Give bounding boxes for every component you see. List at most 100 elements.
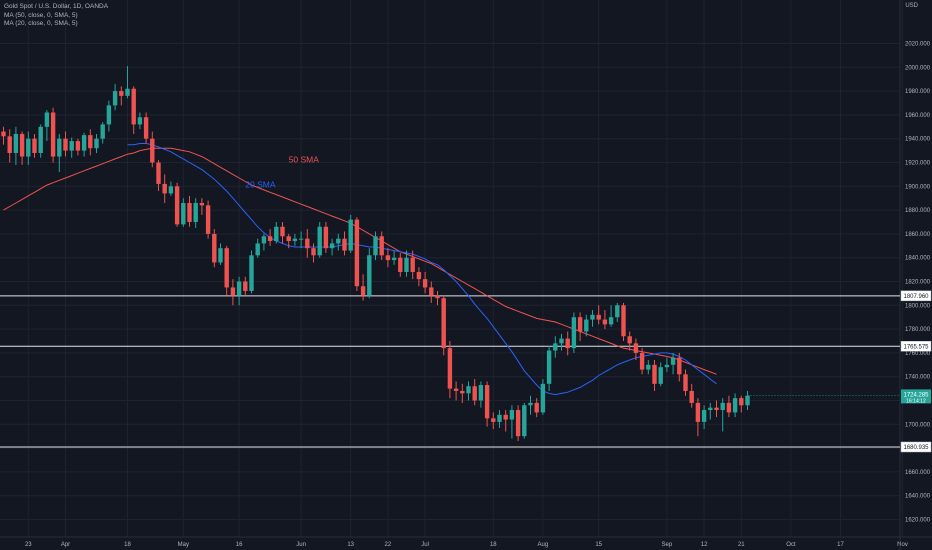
candle-body <box>354 219 360 287</box>
candle-body <box>726 402 732 413</box>
candle-body <box>522 405 527 437</box>
candle-body <box>596 314 601 320</box>
candle-body <box>503 414 508 420</box>
candle-body <box>441 298 446 349</box>
candle-body <box>571 317 577 349</box>
candle-body <box>336 238 341 244</box>
candle-body <box>292 238 298 242</box>
candle-body <box>478 385 484 401</box>
y-tick-label: 1740.000 <box>905 375 931 381</box>
candle-body <box>553 343 558 351</box>
candle-body <box>57 138 62 157</box>
candle-body <box>342 238 347 251</box>
x-tick-label: 23 <box>25 542 32 548</box>
candle-body <box>137 117 143 125</box>
candle-body <box>683 374 688 391</box>
candle-body <box>311 248 316 256</box>
candle-body <box>484 385 490 419</box>
candle-body <box>13 133 19 153</box>
candle-body <box>670 357 676 365</box>
candle-body <box>112 91 118 106</box>
ma-annotation: 20 SMA <box>245 179 276 189</box>
candle-body <box>212 233 217 263</box>
candle-body <box>255 243 260 256</box>
candle-body <box>429 287 434 296</box>
candle-body <box>472 386 477 401</box>
x-tick-label: Apr <box>61 542 70 548</box>
y-tick-label: 1920.000 <box>905 161 931 167</box>
x-tick-label: 21 <box>738 542 745 548</box>
candle-body <box>243 281 248 292</box>
y-tick-label: 1800.000 <box>905 303 931 309</box>
candle-body <box>410 257 415 272</box>
current-price-label: 1724.285 <box>903 392 929 398</box>
candle-body <box>404 257 409 272</box>
level-price-tag <box>900 290 932 302</box>
ma20-line <box>127 143 717 396</box>
candle-body <box>714 407 719 411</box>
candle-body <box>590 314 595 320</box>
candle-body <box>664 364 670 368</box>
candle-body <box>360 286 366 296</box>
candle-body <box>168 186 174 194</box>
y-tick-label: 2020.000 <box>905 42 931 48</box>
candle-body <box>193 202 198 222</box>
candle-body <box>249 255 254 292</box>
candle-body <box>329 243 335 249</box>
legend-ma50[interactable]: MA (50, close, 0, SMA, 5) <box>4 11 78 19</box>
currency-label[interactable]: USD <box>905 3 918 9</box>
candle-body <box>32 138 37 153</box>
candle-body <box>156 162 161 184</box>
x-tick-label: Aug <box>538 542 549 548</box>
candle-body <box>546 350 552 384</box>
candle-body <box>100 124 105 139</box>
candle-body <box>230 287 236 296</box>
x-tick-label: 17 <box>837 542 844 548</box>
candle-body <box>627 336 632 344</box>
candle-body <box>88 135 93 149</box>
candle-body <box>224 248 229 288</box>
candle-body <box>181 202 186 225</box>
candle-body <box>608 317 614 325</box>
candle-body <box>621 305 626 337</box>
y-tick-label: 1820.000 <box>905 280 931 286</box>
candle-body <box>367 255 372 296</box>
candle-body <box>435 295 440 299</box>
candle-body <box>515 410 521 437</box>
x-tick-label: 18 <box>124 542 131 548</box>
candle-body <box>460 390 465 394</box>
candle-body <box>695 402 701 422</box>
candle-body <box>453 388 459 391</box>
candle-body <box>373 236 378 256</box>
y-tick-label: 1960.000 <box>905 113 931 119</box>
y-tick-label: 1940.000 <box>905 137 931 143</box>
candle-body <box>497 414 502 422</box>
x-tick-label: 12 <box>701 542 708 548</box>
candle-body <box>422 279 428 288</box>
candle-body <box>286 236 291 242</box>
candle-body <box>205 205 211 234</box>
x-tick-label: May <box>178 542 189 548</box>
candle-body <box>677 357 682 375</box>
legend-symbol[interactable]: Gold Spot / U.S. Dollar, 1D, OANDA <box>4 3 109 10</box>
y-tick-label: 1660.000 <box>905 470 931 476</box>
candle-body <box>19 133 25 157</box>
y-tick-label: 1700.000 <box>905 422 931 428</box>
candle-body <box>305 238 310 249</box>
x-tick-label: Oct <box>786 542 796 548</box>
candle-body <box>106 105 112 125</box>
candle-body <box>280 226 285 237</box>
x-tick-label: 15 <box>595 542 602 548</box>
y-tick-label: 1640.000 <box>905 494 931 500</box>
x-tick-label: Jun <box>296 542 306 548</box>
x-tick-label: Sep <box>662 542 673 548</box>
candle-body <box>274 226 279 242</box>
candle-body <box>1 131 6 137</box>
legend-ma20[interactable]: MA (20, close, 0, SMA, 5) <box>4 20 78 27</box>
candle-body <box>199 202 205 206</box>
candle-body <box>298 238 304 240</box>
candle-body <box>323 226 329 249</box>
candle-body <box>615 305 620 318</box>
